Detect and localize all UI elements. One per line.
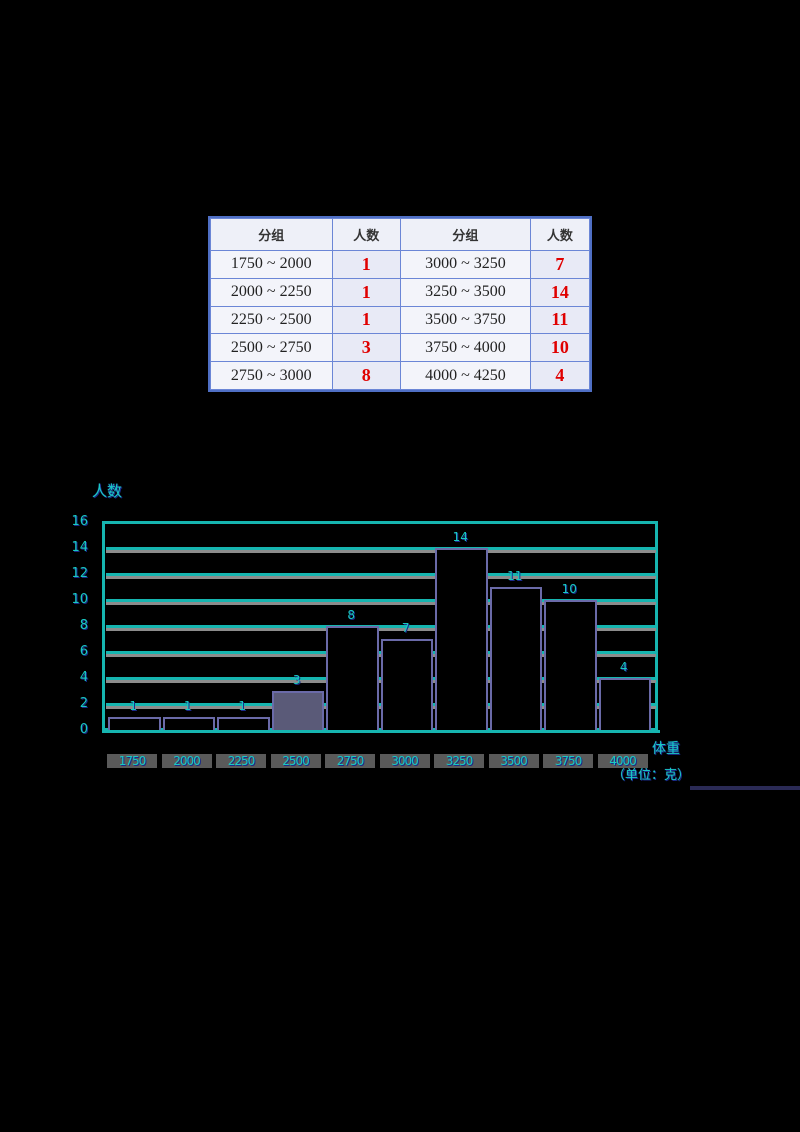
bar-value-label: 10 — [561, 582, 577, 596]
bar-value-label: 3 — [292, 673, 301, 687]
x-tick-label: 2250 — [216, 754, 266, 768]
x-tick-label: 2500 — [270, 754, 321, 768]
y-tick-label: 16 — [71, 514, 88, 529]
gridline — [106, 547, 656, 550]
frequency-table: 分组 人数 分组 人数 1750 ~ 2000 1 3000 ~ 3250 7 … — [208, 216, 592, 392]
count-cell: 11 — [529, 305, 591, 335]
histogram-bar — [489, 587, 542, 730]
histogram-bar — [217, 717, 270, 730]
x-tick-label: 3000 — [379, 754, 430, 768]
histogram-bar — [380, 639, 433, 730]
bar-value-label: 1 — [183, 699, 192, 713]
histogram-bar — [326, 626, 379, 730]
x-tick-label: 3750 — [543, 754, 593, 768]
table-header-row: 分组 人数 分组 人数 — [210, 218, 591, 251]
unit-underline — [690, 786, 800, 790]
range-cell: 3250 ~ 3500 — [399, 277, 531, 307]
range-cell: 2250 ~ 2500 — [210, 305, 333, 335]
gridline — [106, 599, 656, 602]
histogram-bar — [162, 717, 215, 730]
x-axis-title: 体重 — [652, 741, 680, 757]
y-tick-label: 4 — [79, 670, 88, 685]
y-tick-label: 6 — [79, 644, 88, 659]
bar-value-label: 4 — [619, 660, 628, 674]
header-count-1: 人数 — [331, 218, 401, 251]
y-tick-label: 14 — [71, 540, 88, 555]
count-cell: 8 — [331, 361, 401, 390]
range-cell: 2750 ~ 3000 — [210, 361, 333, 390]
histogram-bar — [544, 600, 597, 730]
x-tick-label: 2000 — [161, 754, 212, 768]
x-tick-label: 3500 — [488, 754, 539, 768]
table-row: 1750 ~ 2000 1 3000 ~ 3250 7 — [210, 250, 591, 279]
count-cell: 14 — [529, 277, 591, 307]
x-tick-label: 2750 — [325, 754, 375, 768]
range-cell: 2500 ~ 2750 — [210, 333, 333, 363]
x-axis-line — [102, 730, 660, 733]
bar-value-label: 8 — [347, 608, 356, 622]
count-cell: 7 — [529, 250, 591, 279]
table-row: 2250 ~ 2500 1 3500 ~ 3750 11 — [210, 305, 591, 335]
y-tick-label: 0 — [79, 722, 88, 737]
x-tick-label: 3250 — [434, 754, 484, 768]
x-axis-unit: （单位：克） — [612, 768, 691, 783]
count-cell: 4 — [529, 361, 591, 390]
histogram-bar — [435, 548, 488, 730]
bar-value-label: 11 — [507, 569, 523, 583]
gridline — [106, 573, 656, 576]
x-tick-label: 1750 — [107, 754, 157, 768]
range-cell: 3500 ~ 3750 — [399, 305, 531, 335]
gridline — [106, 625, 656, 628]
header-group-1: 分组 — [210, 218, 333, 251]
x-tick-label: 4000 — [597, 754, 648, 768]
table-row: 2000 ~ 2250 1 3250 ~ 3500 14 — [210, 277, 591, 307]
y-tick-label: 2 — [79, 696, 88, 711]
range-cell: 1750 ~ 2000 — [210, 250, 333, 279]
count-cell: 1 — [331, 277, 401, 307]
header-group-2: 分组 — [399, 218, 531, 251]
bar-value-label: 1 — [238, 699, 247, 713]
histogram-bar — [598, 678, 651, 730]
table-row: 2750 ~ 3000 8 4000 ~ 4250 4 — [210, 361, 591, 390]
y-axis-title: 人数 — [92, 482, 123, 500]
histogram-bar — [108, 717, 161, 730]
y-tick-label: 8 — [79, 618, 88, 633]
y-tick-label: 12 — [71, 566, 88, 581]
bar-value-label: 1 — [129, 699, 138, 713]
bar-value-label: 7 — [401, 621, 410, 635]
histogram-bar — [271, 691, 324, 730]
range-cell: 2000 ~ 2250 — [210, 277, 333, 307]
header-count-2: 人数 — [529, 218, 591, 251]
bar-value-label: 14 — [452, 530, 468, 544]
plot-frame — [102, 521, 658, 731]
range-cell: 3000 ~ 3250 — [399, 250, 531, 279]
y-tick-label: 10 — [71, 592, 88, 607]
count-cell: 1 — [331, 250, 401, 279]
